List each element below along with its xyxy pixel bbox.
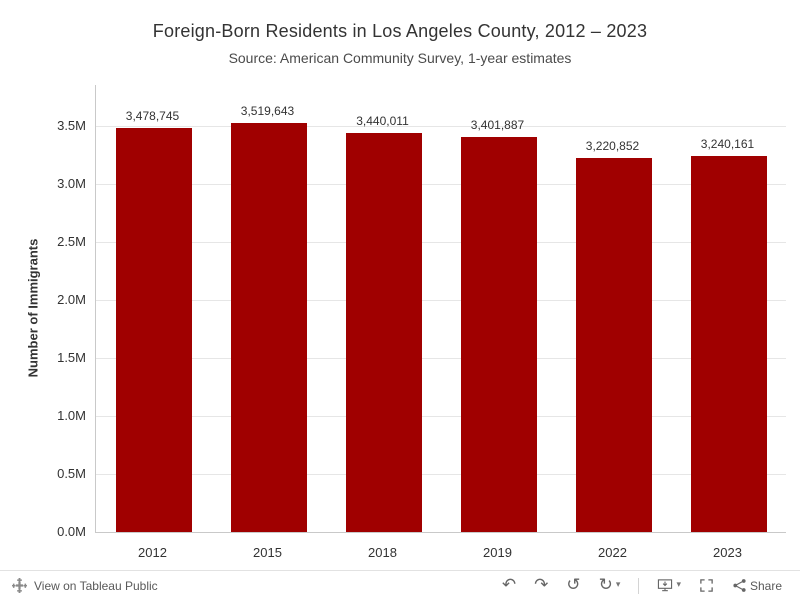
bar[interactable]: [575, 158, 652, 532]
refresh-icon: ↻: [598, 575, 613, 595]
gridline: [96, 473, 786, 475]
view-on-tableau-public-link[interactable]: View on Tableau Public: [12, 578, 158, 593]
bar[interactable]: [115, 128, 192, 532]
bar-value-label: 3,440,011: [356, 113, 409, 128]
replay-button[interactable]: ↺: [560, 575, 586, 596]
undo-icon: ↶: [501, 575, 517, 595]
bar-value-label: 3,478,745: [125, 109, 180, 124]
share-button[interactable]: Share: [726, 576, 788, 595]
chevron-down-icon: ▾: [615, 580, 621, 590]
bar[interactable]: [230, 123, 307, 532]
bar[interactable]: [690, 155, 767, 532]
fullscreen-button[interactable]: [693, 576, 720, 595]
share-label: Share: [749, 578, 782, 593]
fullscreen-icon: [699, 578, 714, 593]
gridline: [96, 125, 786, 127]
gridline: [96, 299, 786, 301]
undo-button[interactable]: ↶: [496, 575, 522, 596]
x-tick-label: 2022: [598, 545, 627, 560]
gridline: [96, 357, 786, 359]
redo-button[interactable]: ↷: [528, 575, 554, 596]
chart-title: Foreign-Born Residents in Los Angeles Co…: [152, 21, 648, 41]
gridline: [96, 241, 786, 243]
tableau-toolbar: View on Tableau Public ↶ ↷ ↺ ↻ ▾: [0, 570, 800, 600]
download-icon: [657, 578, 673, 593]
refresh-button[interactable]: ↻ ▾: [593, 575, 627, 596]
bar-value-label: 3,220,852: [585, 139, 640, 154]
bar-value-label: 3,519,643: [240, 104, 295, 119]
bar-value-label: 3,240,161: [700, 136, 755, 151]
share-icon: [732, 578, 747, 593]
chart-subtitle: Source: American Community Survey, 1-yea…: [228, 50, 572, 66]
download-button[interactable]: ▾: [651, 576, 687, 595]
x-tick-label: 2018: [368, 545, 397, 560]
x-tick-label: 2019: [483, 545, 512, 560]
y-tick-label: 0.0M: [57, 524, 86, 539]
chevron-down-icon: ▾: [676, 580, 681, 590]
y-tick-label: 1.5M: [57, 349, 86, 365]
y-tick-label: 3.0M: [57, 175, 86, 191]
y-tick-label: 1.0M: [57, 407, 86, 423]
y-tick-label: 2.5M: [57, 233, 86, 249]
replay-icon: ↺: [566, 575, 581, 595]
redo-icon: ↷: [534, 575, 549, 595]
y-tick-label: 3.5M: [57, 117, 86, 133]
toolbar-separator: [638, 577, 640, 594]
bar[interactable]: [345, 132, 422, 532]
x-tick-label: 2012: [138, 545, 167, 560]
gridline: [96, 183, 786, 185]
view-on-tableau-public-label: View on Tableau Public: [34, 578, 158, 593]
tableau-logo-icon: [12, 578, 27, 593]
y-tick-label: 0.5M: [57, 465, 86, 481]
plot-area: [95, 85, 786, 533]
bar[interactable]: [460, 137, 537, 532]
x-tick-label: 2015: [253, 545, 282, 560]
gridline: [96, 415, 786, 417]
x-tick-label: 2023: [713, 545, 742, 560]
y-tick-label: 2.0M: [57, 291, 86, 307]
toolbar-buttons: ↶ ↷ ↺ ↻ ▾ ▾: [496, 575, 788, 596]
bar-value-label: 3,401,887: [470, 118, 525, 133]
